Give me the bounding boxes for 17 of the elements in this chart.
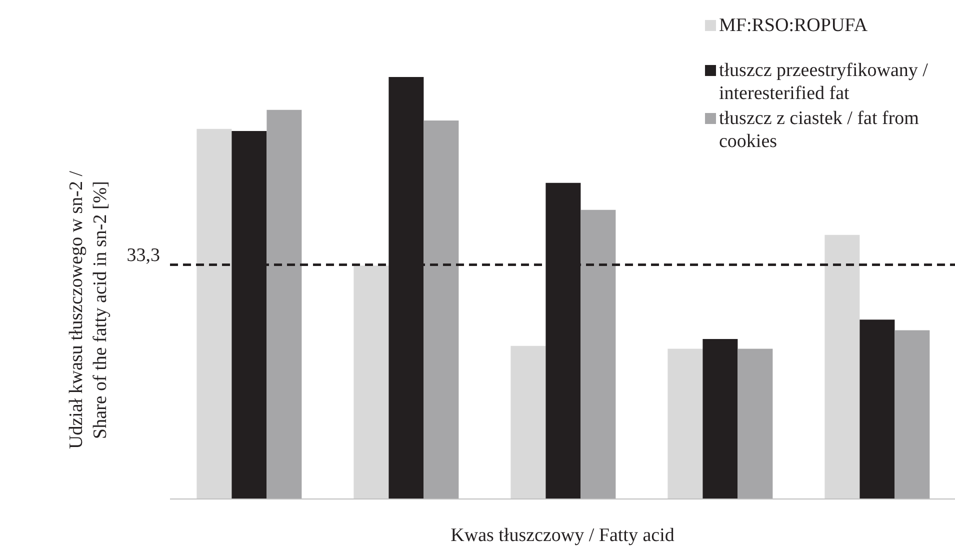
legend-label: MF:RSO:ROPUFA bbox=[719, 14, 868, 37]
bar bbox=[738, 348, 773, 499]
bar bbox=[354, 266, 389, 499]
bar bbox=[424, 120, 459, 499]
legend-label: tłuszcz z ciastek / fat from cookies bbox=[719, 107, 920, 153]
bar bbox=[894, 330, 930, 499]
y-axis-title: Udział kwasu tłuszczowego w sn-2 / Share of the fatty acid in sn-2 [%] bbox=[66, 170, 111, 450]
bar bbox=[196, 128, 232, 499]
bar bbox=[668, 348, 703, 499]
bar bbox=[266, 110, 302, 499]
bar bbox=[702, 339, 738, 499]
x-axis-title: Kwas tłuszczowy / Fatty acid bbox=[450, 525, 675, 546]
bar bbox=[824, 234, 860, 499]
text: 33,3 bbox=[126, 244, 160, 266]
bar bbox=[510, 346, 546, 499]
bar bbox=[580, 210, 616, 499]
bar bbox=[860, 320, 895, 499]
